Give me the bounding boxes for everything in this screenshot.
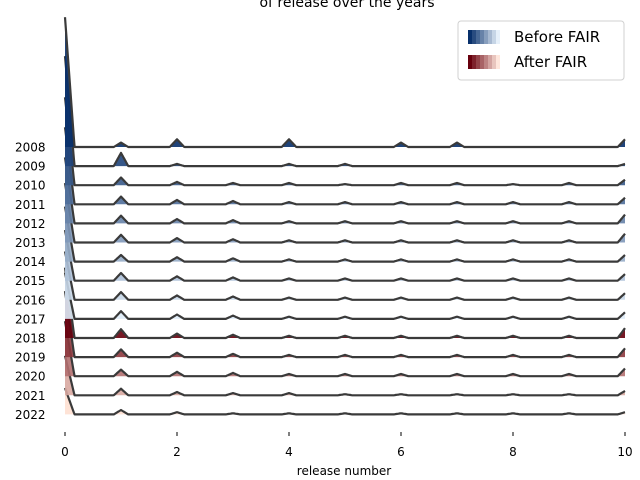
year-label-2013: 2013	[15, 236, 46, 250]
ridge-area-2010	[65, 97, 625, 186]
ridge-line-2011	[63, 127, 626, 206]
ridge-2010	[63, 97, 626, 187]
x-axis: 0 2 4 6 8 10	[61, 432, 633, 459]
legend-swatch-1-3	[480, 55, 484, 69]
ridge-line-2012	[63, 157, 626, 225]
year-label-2008: 2008	[15, 141, 46, 155]
legend-swatch-0-4	[484, 30, 488, 44]
legend-entry-0: Before FAIR	[468, 28, 600, 46]
year-labels: 2022 2021 2020 2019 2018 2017 2016 2015 2014 2013…	[15, 141, 46, 422]
ridge-area-2021	[65, 355, 625, 396]
ridge-area-2016	[65, 251, 625, 300]
ridge-2016	[63, 251, 626, 301]
ridge-line-2021	[63, 355, 626, 397]
x-tick-label-6: 6	[397, 445, 405, 459]
ridge-area-2013	[65, 183, 625, 243]
ridge-2013	[63, 182, 626, 244]
year-label-2020: 2020	[15, 370, 46, 384]
ridge-line-2010	[63, 97, 626, 187]
ridge-area-2018	[65, 267, 625, 338]
ridge-area-2017	[65, 272, 625, 319]
ridge-area-2019	[65, 291, 625, 358]
legend-swatch-0-6	[492, 30, 496, 44]
legend-swatch-0-7	[496, 30, 500, 44]
x-tick-label-4: 4	[285, 445, 293, 459]
ridges	[63, 17, 626, 416]
legend-entry-1: After FAIR	[468, 53, 587, 71]
year-label-2014: 2014	[15, 255, 46, 269]
legend-label-0: Before FAIR	[514, 28, 600, 46]
legend-swatch-0-1	[472, 30, 476, 44]
x-tick-label-0: 0	[61, 445, 69, 459]
year-label-2022: 2022	[15, 408, 46, 422]
ridge-2012	[63, 157, 626, 225]
year-label-2019: 2019	[15, 351, 46, 365]
ridge-line-2019	[63, 290, 626, 359]
year-label-2010: 2010	[15, 179, 46, 193]
ridge-2020	[63, 321, 626, 378]
legend-swatch-1-6	[492, 55, 496, 69]
year-label-2011: 2011	[15, 198, 46, 212]
legend-swatch-0-5	[488, 30, 492, 44]
ridge-line-2022	[63, 387, 626, 416]
legend: Before FAIR After FAIR	[457, 20, 625, 81]
legend-swatch-1-7	[496, 55, 500, 69]
ridge-line-2017	[63, 272, 626, 320]
ridge-2021	[63, 355, 626, 397]
year-label-2015: 2015	[15, 274, 46, 288]
x-tick-label-2: 2	[173, 445, 181, 459]
year-label-2021: 2021	[15, 389, 46, 403]
year-label-2018: 2018	[15, 332, 46, 346]
ridge-line-2015	[63, 229, 626, 282]
ridge-2009	[63, 56, 626, 168]
ridge-area-2020	[65, 321, 625, 377]
year-label-2012: 2012	[15, 217, 46, 231]
x-tick-label-8: 8	[509, 445, 517, 459]
legend-swatch-1-2	[476, 55, 480, 69]
legend-swatch-1-4	[484, 55, 488, 69]
legend-swatch-1-5	[488, 55, 492, 69]
legend-swatch-0-0	[468, 30, 472, 44]
ridge-line-2008	[63, 17, 626, 149]
x-axis-label: release number	[297, 464, 391, 478]
ridge-area-2022	[65, 388, 625, 415]
ridge-2018	[63, 267, 626, 340]
ridge-line-2014	[63, 206, 626, 263]
x-tick-label-10: 10	[617, 445, 632, 459]
ridge-line-2009	[63, 56, 626, 168]
chart-title: of release over the years	[259, 0, 434, 11]
ridge-2014	[63, 206, 626, 263]
legend-swatch-1-0	[468, 55, 472, 69]
year-label-2009: 2009	[15, 160, 46, 174]
legend-swatch-0-2	[476, 30, 480, 44]
ridge-2008	[63, 17, 626, 149]
ridge-2022	[63, 387, 626, 416]
ridge-line-2020	[63, 321, 626, 378]
legend-label-1: After FAIR	[514, 53, 587, 71]
ridge-2019	[63, 290, 626, 359]
year-label-2016: 2016	[15, 293, 46, 307]
ridge-area-2012	[65, 157, 625, 224]
ridge-line-2016	[63, 251, 626, 301]
ridge-line-2013	[63, 182, 626, 244]
year-label-2017: 2017	[15, 312, 46, 326]
legend-swatch-1-1	[472, 55, 476, 69]
ridge-area-2014	[65, 206, 625, 262]
ridge-line-2018	[63, 267, 626, 340]
ridge-2017	[63, 272, 626, 320]
ridge-2015	[63, 229, 626, 282]
legend-swatch-0-3	[480, 30, 484, 44]
ridge-area-2015	[65, 230, 625, 281]
ridge-2011	[63, 127, 626, 206]
